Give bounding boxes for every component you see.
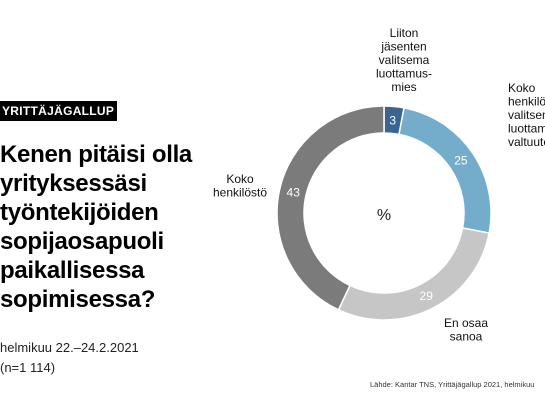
survey-sample-size: (n=1 114) — [0, 360, 56, 375]
slice-category-label: En osaa sanoa — [444, 316, 488, 344]
category-badge: YRITTÄJÄGALLUP — [0, 101, 117, 121]
slice-value-label: 43 — [287, 186, 301, 200]
slice-category-label: Liiton jäsenten valitsema luottamus-mies — [376, 26, 432, 94]
headline-line: yrityksessäsi — [0, 170, 147, 197]
headline-line: Kenen pitäisi olla — [0, 141, 192, 168]
headline: Kenen pitäisi olla yrityksessäsi työntek… — [0, 140, 240, 314]
slice-category-label: Koko henkilöstö — [213, 172, 267, 200]
headline-line: paikallisessa — [0, 257, 145, 284]
survey-period: helmikuu 22.–24.2.2021 — [0, 340, 139, 355]
slice-value-label: 25 — [454, 154, 468, 168]
headline-line: sopimisessa? — [0, 286, 156, 313]
donut-slice — [337, 227, 490, 321]
donut-slice — [398, 107, 492, 234]
source-note: Lähde: Kantar TNS, Yrittäjägallup 2021, … — [370, 380, 535, 389]
center-label: % — [377, 207, 391, 224]
slice-category-label: Kokohenkilöstönvalitsemaluottamus-valtuu… — [508, 81, 545, 149]
donut-slice — [276, 105, 385, 311]
slice-value-label: 29 — [420, 289, 434, 303]
slice-value-label: 3 — [389, 113, 396, 127]
headline-line: työntekijöiden — [0, 199, 159, 226]
survey-meta: helmikuu 22.–24.2.2021 (n=1 114) — [0, 338, 139, 378]
headline-line: sopijaosapuoli — [0, 228, 164, 255]
